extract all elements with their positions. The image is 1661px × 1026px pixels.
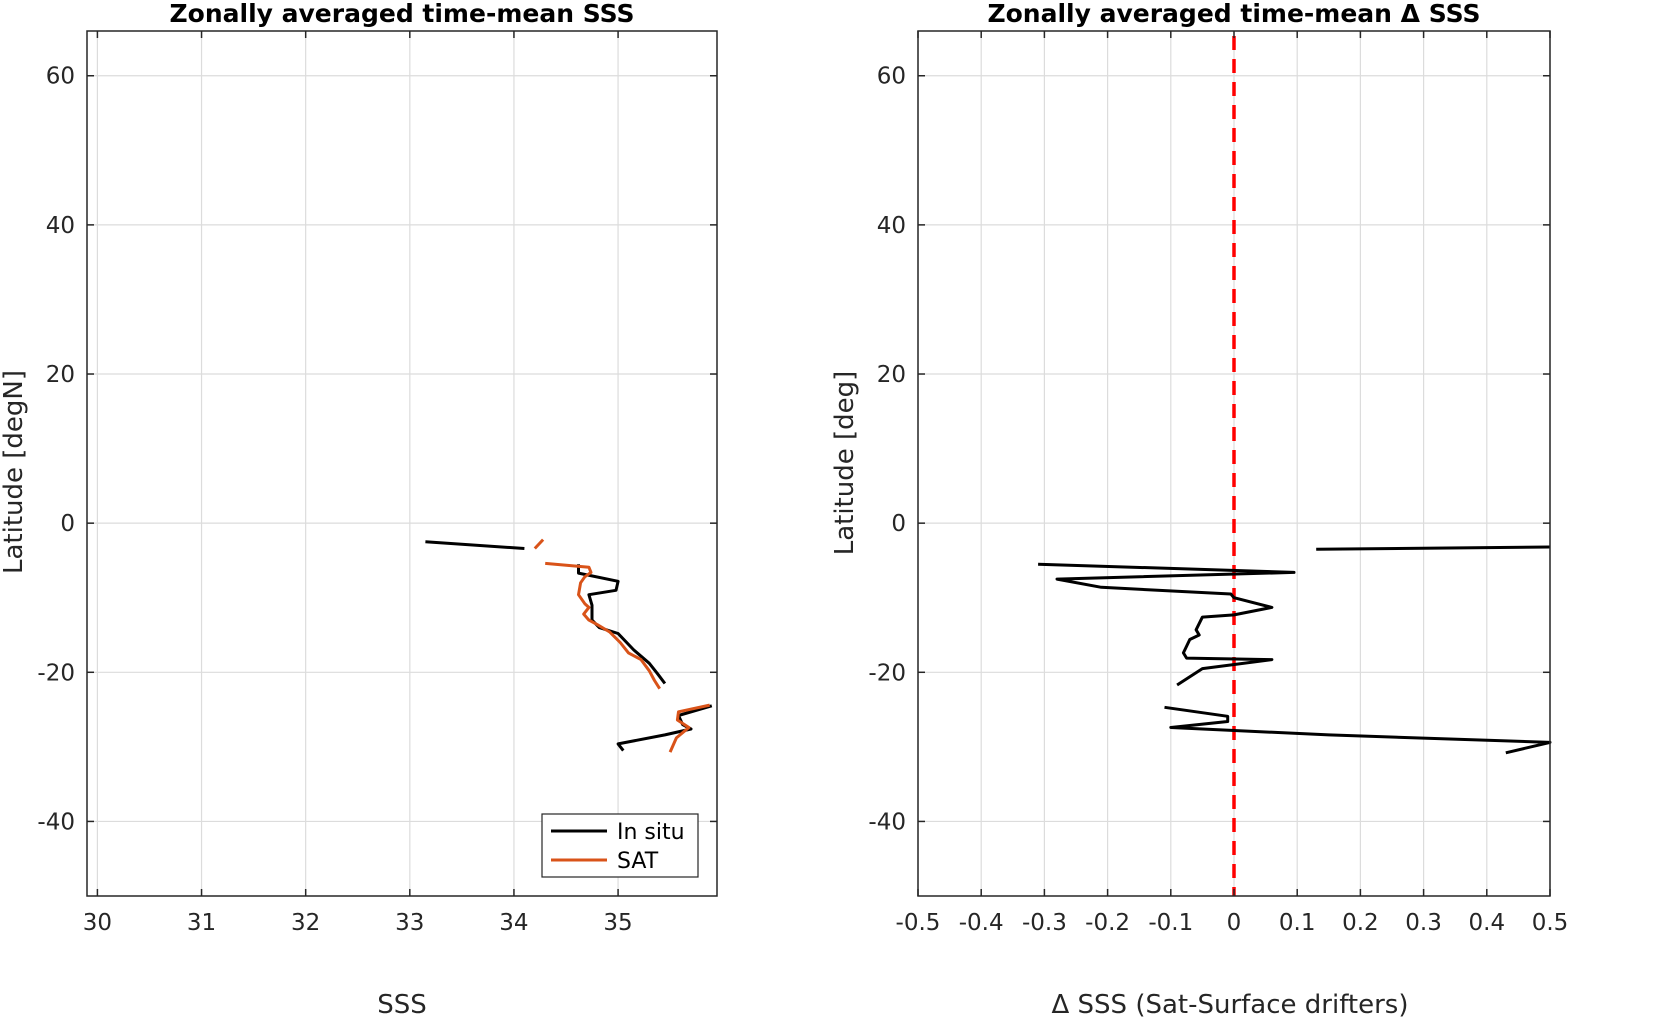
- x-tick-label: 35: [603, 910, 632, 936]
- y-tick-label: 60: [46, 64, 75, 90]
- delta-sss-x-axis-label: Δ SSS (Sat-Surface drifters): [1052, 990, 1409, 1020]
- y-tick-label: 60: [877, 64, 906, 90]
- y-tick-label: 20: [46, 362, 75, 388]
- sss-y-axis-label: Latitude [degN]: [0, 370, 29, 574]
- x-tick-label: 0.2: [1342, 910, 1379, 936]
- y-tick-label: -40: [868, 809, 906, 835]
- x-tick-label: 34: [499, 910, 528, 936]
- x-tick-label: 30: [83, 910, 112, 936]
- delta-sss-plot-frame: [917, 30, 1551, 897]
- sss-legend: In situ SAT: [541, 813, 699, 878]
- y-tick-label: 40: [877, 213, 906, 239]
- sat-series-line: [668, 703, 711, 753]
- x-tick-label: 0.4: [1469, 910, 1506, 936]
- x-tick-label: -0.2: [1085, 910, 1130, 936]
- delta-series-line: [1164, 705, 1552, 755]
- in-situ-series-line: [577, 564, 667, 685]
- y-tick-label: -20: [868, 660, 906, 686]
- legend-box: [541, 813, 699, 878]
- x-tick-label: -0.3: [1022, 910, 1067, 936]
- x-tick-label: 0.3: [1405, 910, 1442, 936]
- x-tick-label: -0.5: [896, 910, 941, 936]
- y-tick-label: 0: [60, 511, 75, 537]
- in-situ-series-line: [425, 540, 525, 550]
- y-tick-label: 40: [46, 213, 75, 239]
- in-situ-series-line: [616, 704, 713, 752]
- delta-series-line: [1316, 545, 1551, 551]
- sat-series-line: [533, 538, 545, 550]
- delta-sss-y-axis-label: Latitude [deg]: [830, 371, 860, 556]
- x-tick-label: 0.1: [1279, 910, 1316, 936]
- y-tick-label: -20: [37, 660, 75, 686]
- x-tick-label: 31: [187, 910, 216, 936]
- x-tick-label: -0.1: [1148, 910, 1193, 936]
- sat-series-line: [545, 561, 661, 690]
- delta-sss-chart-title: Zonally averaged time-mean Δ SSS: [988, 0, 1481, 28]
- legend-label-in-situ: In situ: [617, 820, 685, 845]
- sss-x-axis-label: SSS: [377, 990, 427, 1020]
- x-tick-label: 0.5: [1532, 910, 1569, 936]
- sss-plot-frame: [86, 30, 718, 897]
- x-tick-label: -0.4: [959, 910, 1004, 936]
- sss-chart-title: Zonally averaged time-mean SSS: [170, 0, 635, 28]
- x-tick-label: 33: [395, 910, 424, 936]
- sss-chart: Zonally averaged time-mean SSS SSS Latit…: [0, 0, 718, 1020]
- delta-sss-chart: Zonally averaged time-mean Δ SSS Δ SSS (…: [830, 0, 1568, 1020]
- y-tick-label: -40: [37, 809, 75, 835]
- y-tick-label: 20: [877, 362, 906, 388]
- x-tick-label: 32: [291, 910, 320, 936]
- y-tick-label: 0: [891, 511, 906, 537]
- legend-label-sat: SAT: [617, 849, 659, 874]
- x-tick-label: 0: [1227, 910, 1242, 936]
- delta-series-line: [1038, 562, 1296, 687]
